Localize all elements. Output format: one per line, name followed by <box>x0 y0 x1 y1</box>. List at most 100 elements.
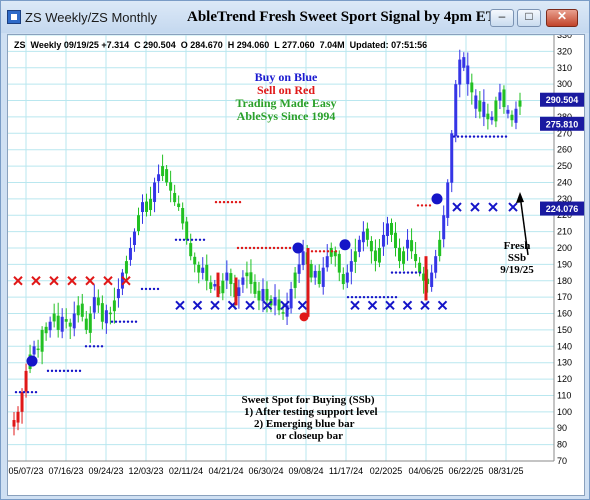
minimize-button[interactable]: – <box>490 9 514 27</box>
candle-body[interactable] <box>297 264 301 274</box>
candle-body[interactable] <box>249 272 253 285</box>
candle-body[interactable] <box>490 116 494 121</box>
candle-body[interactable] <box>381 234 385 247</box>
candle-body[interactable] <box>329 248 333 257</box>
candle-body[interactable] <box>229 273 233 285</box>
buy-dot[interactable] <box>26 355 38 367</box>
candle-body[interactable] <box>293 272 297 288</box>
candle-body[interactable] <box>52 313 56 322</box>
candle-body[interactable] <box>510 114 514 121</box>
candle-body[interactable] <box>361 231 365 243</box>
title-bar[interactable]: ZS Weekly/ZS Monthly AbleTrend Fresh Swe… <box>1 1 589 33</box>
candle-body[interactable] <box>48 321 52 331</box>
candle-body[interactable] <box>265 288 269 301</box>
candle-body[interactable] <box>474 95 478 109</box>
candle-body[interactable] <box>337 253 341 273</box>
candle-body[interactable] <box>116 288 120 299</box>
candle-body[interactable] <box>241 277 245 285</box>
restore-button[interactable]: □ <box>517 9 541 27</box>
close-button[interactable]: ✕ <box>546 9 578 27</box>
candle-body[interactable] <box>157 174 161 182</box>
candle-body[interactable] <box>281 312 285 314</box>
candle-body[interactable] <box>482 101 486 117</box>
candle-body[interactable] <box>402 251 406 264</box>
candle-body[interactable] <box>470 82 474 93</box>
candle-body[interactable] <box>313 270 317 278</box>
candle-body[interactable] <box>450 133 454 183</box>
candle-body[interactable] <box>325 256 329 268</box>
candle-body[interactable] <box>466 65 470 85</box>
candle-body[interactable] <box>301 251 305 266</box>
candle-body[interactable] <box>345 272 349 283</box>
candle-body[interactable] <box>221 280 225 294</box>
price-chart[interactable]: 3303203103002902802702602502402302202102… <box>8 35 584 495</box>
candle-body[interactable] <box>104 310 108 324</box>
candle-body[interactable] <box>225 272 229 281</box>
candle-body[interactable] <box>120 272 124 289</box>
candle-body[interactable] <box>398 247 402 262</box>
candle-body[interactable] <box>181 207 185 224</box>
candle-body[interactable] <box>369 240 373 252</box>
candle-body[interactable] <box>213 284 217 287</box>
candle-body[interactable] <box>442 215 446 240</box>
candle-body[interactable] <box>389 222 393 235</box>
candle-body[interactable] <box>44 326 48 334</box>
candle-body[interactable] <box>169 182 173 191</box>
candle-body[interactable] <box>317 270 321 285</box>
sell-dot[interactable] <box>299 312 309 322</box>
candle-body[interactable] <box>201 267 205 273</box>
candle-body[interactable] <box>64 319 68 322</box>
candle-body[interactable] <box>277 299 281 311</box>
candle-body[interactable] <box>72 313 76 329</box>
candle-body[interactable] <box>454 84 458 136</box>
candle-body[interactable] <box>197 264 201 273</box>
candle-body[interactable] <box>261 288 265 302</box>
candle-body[interactable] <box>36 348 40 351</box>
candle-body[interactable] <box>24 370 28 392</box>
candle-body[interactable] <box>32 346 36 355</box>
candle-body[interactable] <box>486 113 490 120</box>
candle-body[interactable] <box>136 215 140 232</box>
candle-body[interactable] <box>141 202 145 213</box>
candle-body[interactable] <box>108 312 112 315</box>
candle-body[interactable] <box>84 318 88 330</box>
candle-body[interactable] <box>422 273 426 281</box>
candle-body[interactable] <box>245 272 249 277</box>
candle-body[interactable] <box>309 263 313 278</box>
candle-body[interactable] <box>406 239 410 249</box>
candle-body[interactable] <box>410 240 414 252</box>
candle-body[interactable] <box>446 182 450 218</box>
chart-area[interactable]: 3303203103002902802702602502402302202102… <box>7 34 585 496</box>
candle-body[interactable] <box>165 169 169 183</box>
candle-body[interactable] <box>418 262 422 273</box>
candle-body[interactable] <box>462 57 466 68</box>
candle-body[interactable] <box>285 305 289 317</box>
candle-body[interactable] <box>40 329 44 352</box>
candle-body[interactable] <box>430 272 434 287</box>
candle-body[interactable] <box>426 278 430 285</box>
candle-body[interactable] <box>68 322 72 327</box>
candle-body[interactable] <box>257 290 261 301</box>
candle-body[interactable] <box>209 282 213 289</box>
candle-body[interactable] <box>189 243 193 257</box>
candle-body[interactable] <box>353 251 357 262</box>
candle-body[interactable] <box>414 253 418 262</box>
candle-body[interactable] <box>161 166 165 177</box>
buy-dot[interactable] <box>292 242 304 254</box>
candle-body[interactable] <box>76 305 80 316</box>
candle-body[interactable] <box>193 256 197 265</box>
candle-body[interactable] <box>173 192 177 203</box>
candle-body[interactable] <box>20 392 24 412</box>
candle-body[interactable] <box>385 223 389 236</box>
candle-body[interactable] <box>96 297 100 306</box>
candle-body[interactable] <box>514 108 518 123</box>
candle-body[interactable] <box>112 300 116 312</box>
candle-body[interactable] <box>273 297 277 306</box>
candle-body[interactable] <box>56 315 60 330</box>
candle-body[interactable] <box>128 248 132 260</box>
candle-body[interactable] <box>205 264 209 281</box>
candle-body[interactable] <box>357 239 361 252</box>
candle-body[interactable] <box>185 221 189 240</box>
candle-body[interactable] <box>518 100 522 107</box>
candle-body[interactable] <box>458 59 462 85</box>
